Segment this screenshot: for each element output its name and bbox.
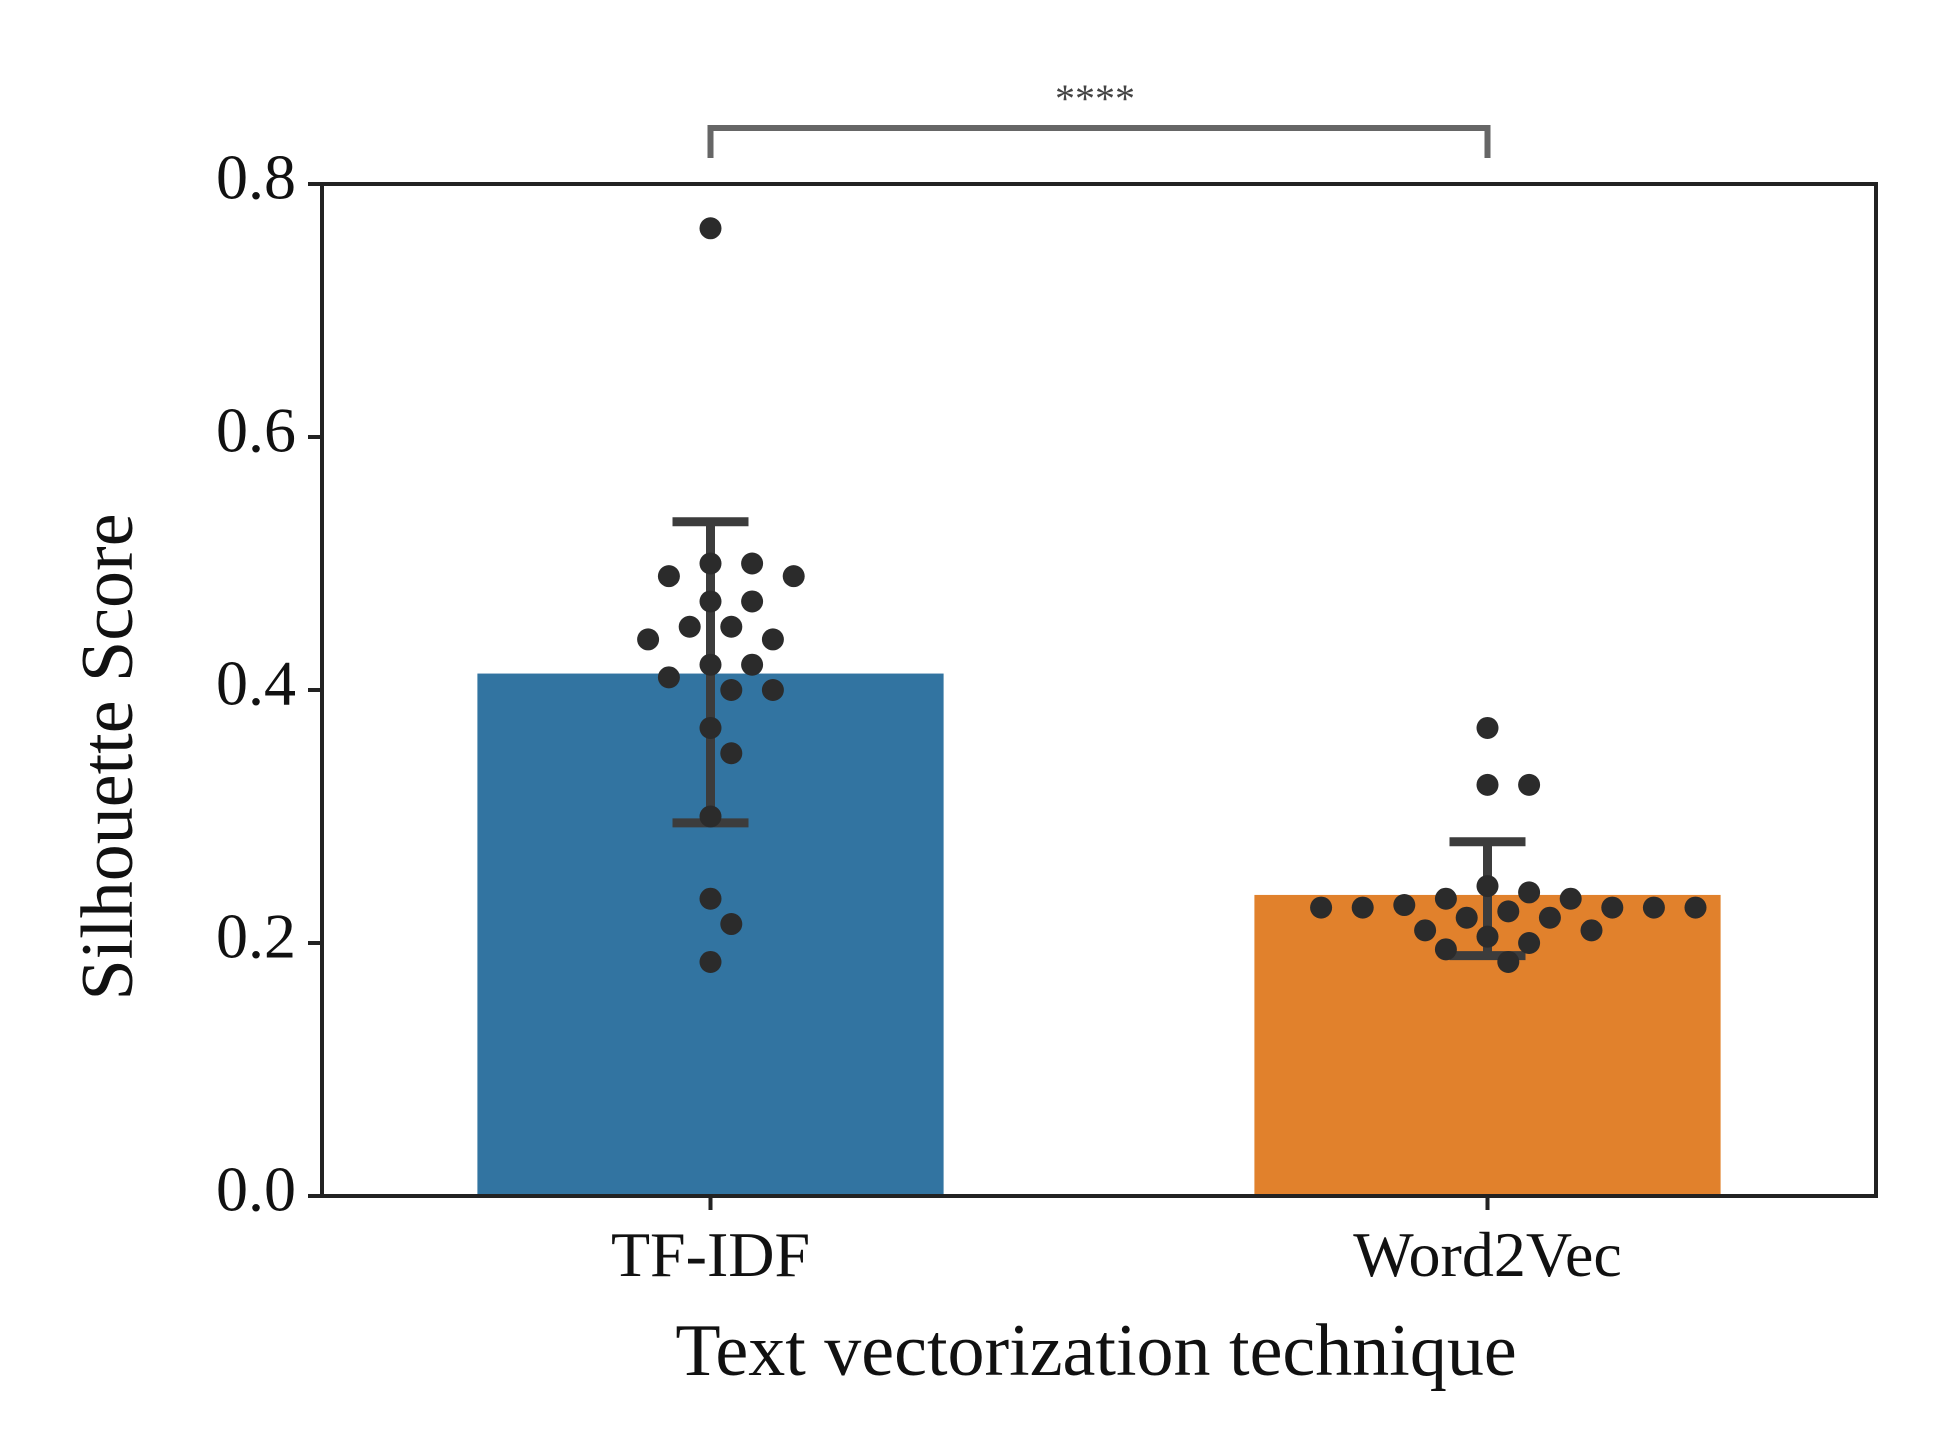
data-point xyxy=(1518,773,1541,796)
data-point xyxy=(761,679,784,701)
data-point xyxy=(1476,716,1499,739)
data-point xyxy=(1351,896,1374,919)
data-point xyxy=(1497,900,1520,923)
data-point xyxy=(699,217,722,240)
data-point xyxy=(699,653,722,676)
y-tick-label: 0.2 xyxy=(216,901,296,972)
significance-label: **** xyxy=(1055,76,1135,121)
data-point xyxy=(720,615,743,638)
x-axis-title: Text vectorization technique xyxy=(675,1310,1516,1392)
data-point xyxy=(1518,881,1541,904)
data-point xyxy=(1497,950,1520,973)
data-point xyxy=(741,552,764,575)
data-point xyxy=(720,742,743,765)
data-point xyxy=(657,565,680,588)
data-point xyxy=(720,679,743,701)
y-axis-title: Silhouette Score xyxy=(67,513,149,1000)
data-point xyxy=(1601,896,1624,919)
x-tick-label: Word2Vec xyxy=(1353,1219,1622,1290)
data-point xyxy=(1518,932,1541,954)
data-point xyxy=(1455,906,1478,929)
data-point xyxy=(699,887,722,910)
data-point xyxy=(1434,887,1457,910)
data-point xyxy=(1476,925,1499,948)
data-point xyxy=(1476,875,1499,898)
data-point xyxy=(1642,896,1665,919)
data-point xyxy=(1684,896,1707,919)
data-point xyxy=(699,950,722,973)
x-tick-label: TF-IDF xyxy=(611,1219,810,1290)
data-point xyxy=(637,628,660,651)
significance-bracket xyxy=(707,125,1491,158)
data-point xyxy=(761,628,784,651)
data-point xyxy=(1580,919,1603,942)
data-point xyxy=(1434,938,1457,961)
data-point xyxy=(1310,896,1333,919)
data-point xyxy=(657,666,680,689)
data-point xyxy=(699,716,722,739)
data-point xyxy=(741,653,764,676)
data-point xyxy=(782,565,805,588)
data-point xyxy=(741,590,764,613)
y-tick-label: 0.8 xyxy=(216,142,296,213)
data-point xyxy=(699,590,722,613)
data-point xyxy=(699,805,722,828)
y-tick-label: 0.6 xyxy=(216,395,296,466)
y-tick-label: 0.0 xyxy=(216,1154,296,1225)
data-point xyxy=(678,615,701,638)
data-point xyxy=(1538,906,1561,929)
data-point xyxy=(699,552,722,575)
data-point xyxy=(1476,773,1499,796)
y-tick-label: 0.4 xyxy=(216,648,296,719)
plot-area: 0.0 0.2 0.4 0.6 0.8 TF-IDF Word2Vec xyxy=(216,125,1878,1290)
data-point xyxy=(1559,887,1582,910)
data-point xyxy=(720,913,743,936)
data-point xyxy=(1393,894,1416,917)
data-point xyxy=(1414,919,1437,942)
